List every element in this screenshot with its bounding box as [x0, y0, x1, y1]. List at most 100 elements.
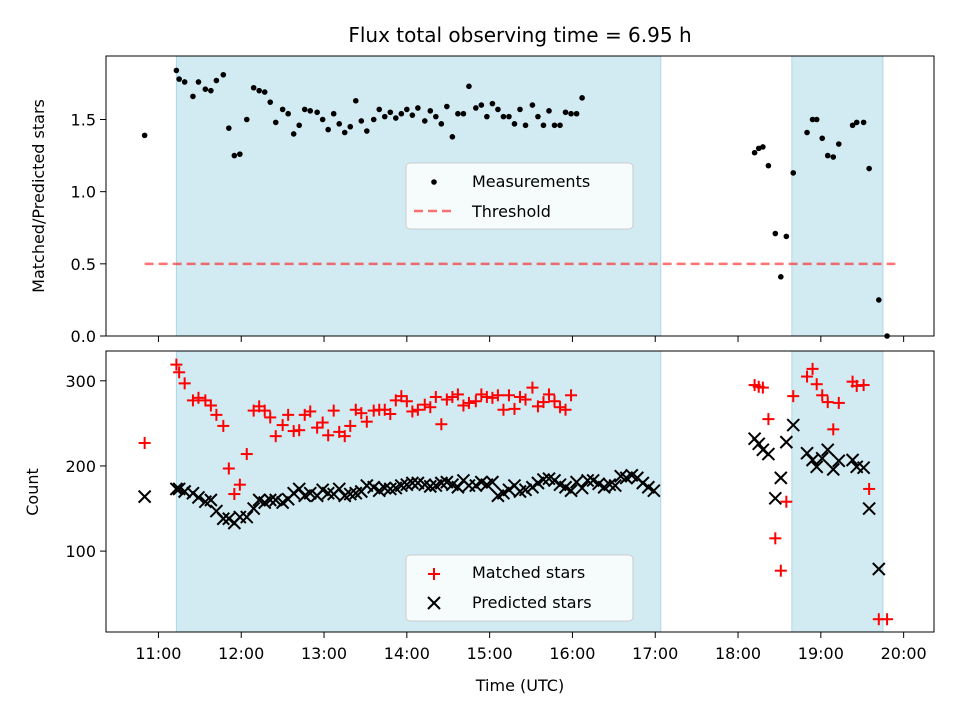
- measurement-point: [433, 113, 439, 120]
- matched-point: [475, 388, 488, 401]
- matched-point: [384, 408, 397, 421]
- predicted-point: [821, 443, 835, 457]
- matched-point: [411, 403, 424, 416]
- measurement-point: [285, 110, 291, 117]
- measurement-point: [243, 116, 250, 123]
- measurement-point: [866, 165, 872, 172]
- matched-point: [304, 405, 317, 418]
- predicted-point: [269, 493, 283, 507]
- measurement-point: [522, 122, 529, 129]
- matched-point: [559, 403, 572, 416]
- x-tick-label: 11:00: [135, 644, 181, 663]
- predicted-point: [564, 483, 578, 498]
- matched-point: [508, 402, 521, 415]
- predicted-points: [137, 418, 886, 576]
- top-legend-box: [405, 162, 634, 230]
- measurement-point: [267, 99, 274, 105]
- matched-point: [810, 378, 823, 391]
- matched-point: [816, 389, 829, 402]
- matched-point: [451, 388, 464, 401]
- measurement-point: [478, 102, 485, 108]
- measurement-point: [256, 87, 262, 94]
- matched-point: [228, 488, 241, 501]
- measurement-point: [876, 297, 882, 303]
- x-tick-label: 18:00: [715, 644, 761, 663]
- measurement-point: [237, 151, 243, 157]
- predicted-point: [169, 482, 184, 496]
- top-y-label: Matched/Predicted stars: [29, 99, 48, 293]
- y-tick-label: 300: [65, 372, 96, 391]
- predicted-point: [383, 482, 397, 496]
- chart-title: Flux total observing time = 6.95 h: [348, 23, 691, 47]
- legend-threshold-label: Threshold: [471, 202, 551, 221]
- x-tick-label: 13:00: [301, 644, 347, 663]
- predicted-point: [246, 501, 261, 516]
- measurement-point: [546, 108, 552, 114]
- matched-point: [400, 395, 413, 408]
- matched-point: [519, 393, 532, 406]
- measurement-point: [778, 274, 784, 280]
- measurement-point: [250, 84, 257, 91]
- measurement-point: [853, 119, 860, 126]
- measurement-point: [176, 76, 182, 82]
- predicted-point: [343, 487, 357, 501]
- measurement-point: [489, 100, 496, 107]
- measurement-point: [347, 123, 354, 130]
- y-tick-label: 1.0: [71, 183, 96, 202]
- predicted-point: [191, 490, 206, 505]
- measurement-point: [444, 103, 450, 110]
- measurement-point: [506, 113, 512, 120]
- y-tick-label: 100: [65, 542, 96, 561]
- measurement-point: [208, 87, 214, 94]
- measurement-point: [804, 129, 810, 136]
- y-tick-label: 0.0: [71, 327, 96, 346]
- matched-point: [338, 430, 351, 443]
- matched-point: [204, 399, 217, 412]
- predicted-point: [204, 493, 218, 507]
- matched-point: [863, 482, 876, 495]
- measurement-point: [330, 110, 337, 117]
- matched-point: [322, 429, 335, 442]
- measurement-point: [181, 79, 188, 85]
- predicted-point: [434, 476, 449, 490]
- matched-point: [762, 413, 775, 426]
- measurement-point: [409, 112, 416, 118]
- measurement-point: [495, 106, 501, 113]
- predicted-point: [815, 451, 829, 465]
- x-tick-label: 20:00: [881, 644, 927, 663]
- measurement-point: [849, 122, 856, 129]
- matched-point: [514, 390, 526, 403]
- predicted-point: [862, 501, 876, 516]
- measurement-point: [860, 119, 867, 126]
- predicted-point: [303, 486, 317, 500]
- matched-point: [537, 396, 550, 409]
- measurement-point: [190, 93, 196, 100]
- matched-point: [264, 411, 277, 424]
- predicted-point: [423, 479, 438, 494]
- matched-point: [774, 564, 787, 577]
- top-plot-frame: [105, 55, 935, 337]
- matched-point: [548, 395, 561, 408]
- matched-point: [821, 396, 834, 409]
- matched-point: [462, 396, 475, 409]
- measurement-point: [290, 131, 297, 137]
- measurement-point: [765, 162, 772, 169]
- matched-point: [756, 381, 769, 394]
- measurement-point: [279, 106, 286, 113]
- measurement-point: [296, 122, 303, 129]
- measurement-point: [551, 122, 558, 129]
- matched-point: [857, 379, 870, 392]
- measurement-point: [809, 116, 816, 123]
- measurement-point: [393, 115, 399, 121]
- measurement-point: [760, 144, 766, 150]
- predicted-point: [768, 491, 783, 506]
- matched-point: [497, 403, 510, 416]
- measurement-point: [421, 118, 428, 124]
- matched-point: [769, 532, 782, 545]
- matched-point: [355, 407, 368, 420]
- predicted-point: [580, 473, 595, 488]
- matched-points: [138, 358, 894, 626]
- matched-point: [258, 404, 271, 417]
- measurement-point: [358, 118, 365, 124]
- measurement-point: [460, 110, 467, 117]
